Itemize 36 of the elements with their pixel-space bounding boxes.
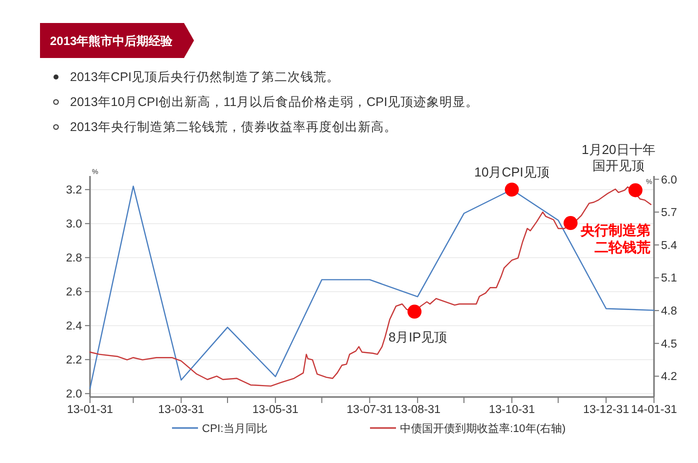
annotation: 10月CPI见顶: [474, 164, 550, 180]
x-tick-label: 13-05-31: [252, 404, 298, 416]
chart-title: 2013年熊市中后期经验: [50, 34, 174, 48]
x-tick-label: 13-10-31: [488, 404, 535, 416]
point: [564, 216, 578, 230]
y-tick-label: 2.6: [66, 286, 82, 299]
y-tick-label: 2.8: [66, 252, 82, 265]
text: 2013年10月CPI创出新高，11月以后食品价格走弱，CPI见顶迹象明显。: [70, 94, 478, 109]
text: 1月20日十年国开见顶: [582, 142, 656, 174]
y-tick-label: 2.2: [66, 354, 82, 367]
x-tick-label: 13-07-31: [346, 404, 393, 416]
point: [628, 183, 642, 198]
annotation: 央行制造第二轮钱荒: [580, 222, 651, 256]
y2-tick-label: 5.1: [661, 272, 677, 285]
y2-tick-label: 4.2: [661, 371, 677, 384]
title: 2013年熊市中后期经验: [40, 23, 194, 58]
y-tick-label: 3.0: [66, 218, 82, 231]
point: [407, 304, 422, 319]
x-tick-label: 13-08-31: [394, 404, 441, 416]
text: 2013年央行制造第二轮钱荒，债券收益率再度创出新高。: [70, 119, 397, 134]
y2-tick-label: 4.5: [661, 338, 677, 350]
y2-tick-label: 5.7: [661, 207, 677, 220]
y-tick-label: 2.0: [66, 388, 82, 401]
x-tick-label: 13-03-31: [158, 404, 204, 416]
y-tick-label: 2.4: [66, 320, 83, 333]
y2-tick-label: 4.8: [661, 306, 677, 318]
legend-label: CPI:当月同比: [202, 422, 268, 435]
y2-tick-label: 6.0: [661, 174, 677, 186]
x-tick-label: 13-12-31: [583, 404, 630, 416]
text: 2013年CPI见顶后央行仍然制造了第二次钱荒。: [70, 70, 340, 84]
x-tick-label: 13-01-31: [66, 404, 114, 416]
y2-tick-label: 5.4: [661, 240, 678, 252]
annotation: 8月IP见顶: [388, 330, 448, 345]
y-tick-label: 3.2: [66, 184, 82, 197]
legend-label: 中债国开债到期收益率:10年(右轴): [400, 422, 566, 435]
x-tick-label: 14-01-31: [630, 404, 678, 416]
